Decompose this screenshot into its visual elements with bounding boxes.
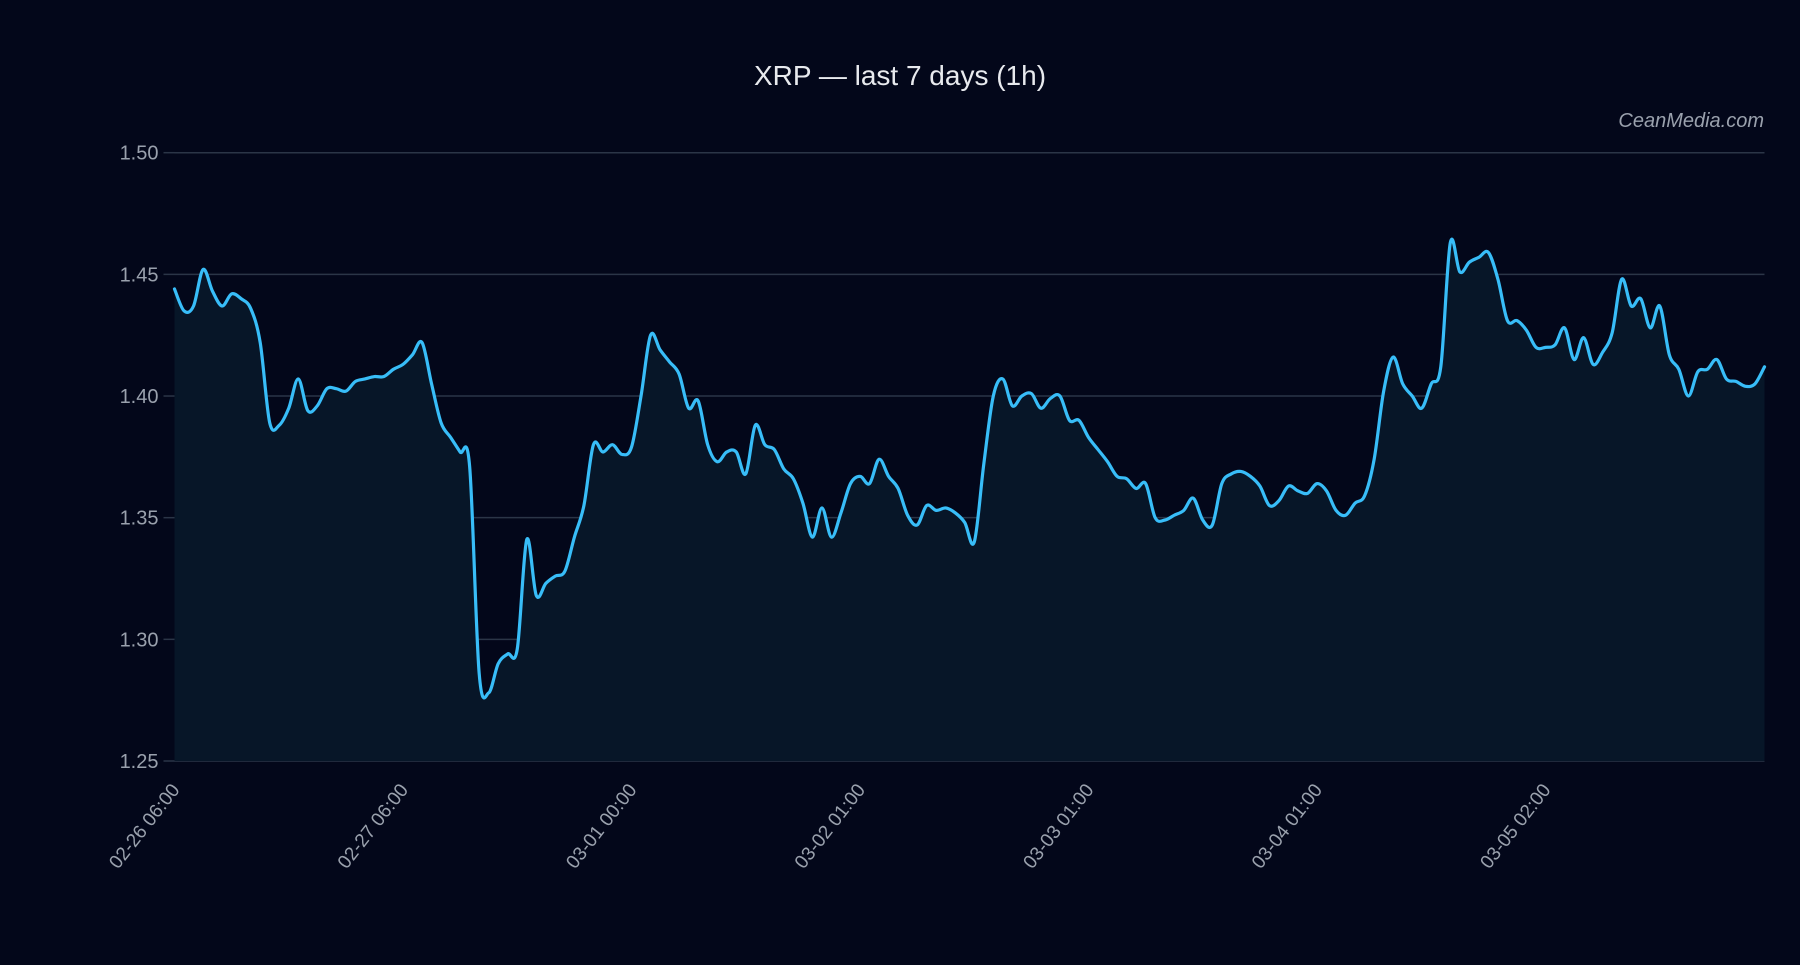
y-tick-label: 1.40 <box>120 386 159 408</box>
y-tick-label: 1.45 <box>120 264 159 286</box>
watermark: CeanMedia.com <box>1618 110 1764 132</box>
y-tick-label: 1.30 <box>120 629 159 651</box>
price-line <box>172 237 1767 700</box>
y-tick-label: 1.35 <box>120 508 159 530</box>
y-tick-label: 1.50 <box>120 143 159 165</box>
y-tick-label: 1.25 <box>120 751 159 773</box>
chart-title: XRP — last 7 days (1h) <box>754 60 1046 91</box>
y-axis: 1.25 1.30 1.35 1.40 1.45 1.50 <box>120 143 175 773</box>
price-area <box>174 239 1765 762</box>
